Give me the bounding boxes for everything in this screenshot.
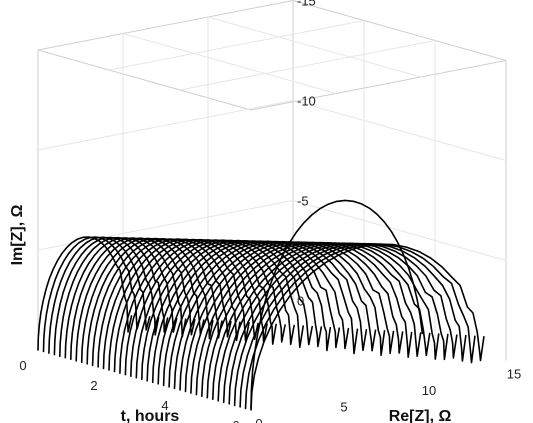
spectrum-line [42,236,142,353]
spectrum-line [228,242,449,405]
spectrum-line [80,237,205,364]
y-tick-label: 10 [422,383,436,398]
spectrum-line [97,238,232,368]
grid-line [292,200,507,261]
grid-line [122,33,337,94]
spectrum-line [233,242,458,407]
spectrum-line [162,240,341,387]
x-tick-label: 2 [90,378,97,393]
spectrum-line [217,242,431,402]
spectrum-line [146,239,313,382]
y-axis-label: Re[Z], Ω [389,408,452,423]
tick-layer: 0 2 4 6 0 5 10 15 0 -5 -10 -15 [19,0,521,423]
spectrum-line [151,240,323,384]
spectrum-line [179,240,368,391]
spectrum-line [135,239,295,379]
y-tick-label: 5 [340,400,347,415]
grid-line [179,40,436,91]
spectrum-line [48,236,151,354]
spectrum-line [244,243,476,410]
spectrum-line [239,242,467,408]
z-tick-label: -5 [297,194,309,209]
spectrum-line [59,236,169,357]
box-edge [292,0,507,61]
y-tick-label: 15 [507,367,521,382]
grid-line [108,20,365,71]
box-edge [37,49,252,111]
box-edge [37,0,294,51]
spectrum-line-last [250,199,424,409]
box-edge [250,60,507,111]
grid-line [207,16,422,78]
x-tick-label: 6 [232,418,239,423]
z-tick-label: -10 [297,94,316,109]
spectrum-line [201,241,404,397]
z-axis-label: Im[Z], Ω [9,204,26,265]
z-tick-label: 0 [297,294,304,309]
spectrum-line [141,239,304,380]
y-tick-label: 0 [255,416,262,423]
curve-layer [37,199,485,411]
spectrum-line [113,238,259,373]
spectrum-line [212,242,422,400]
grid-line [292,100,507,161]
grid-line [37,100,294,151]
spectrum-line [157,240,332,385]
spectrum-line [190,241,386,394]
spectrum-line [250,243,485,411]
spectrum-line [173,240,359,390]
z-tick-label: -15 [297,0,316,9]
x-axis-label: t, hours [121,408,180,423]
spectrum-line [108,238,250,371]
spectrum-line [86,237,214,365]
spectrum-line [184,241,377,393]
spectrum-line [168,240,350,388]
spectrum-line [70,237,187,360]
x-tick-label: 4 [161,398,168,413]
spectrum-line [195,241,395,396]
spectrum-line [206,241,413,399]
spectrum-line [222,242,440,404]
x-tick-label: 0 [19,358,26,373]
